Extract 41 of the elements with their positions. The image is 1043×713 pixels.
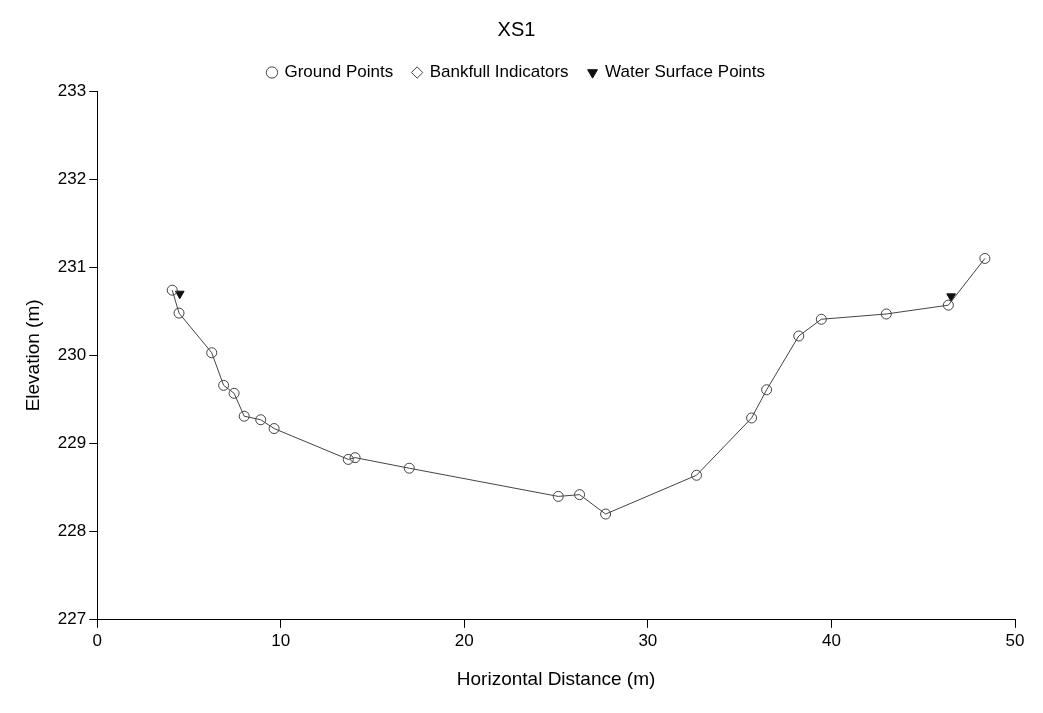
- point: [268, 423, 280, 435]
- y-tick-label: 229: [57, 433, 87, 453]
- y-tick-label: 231: [57, 256, 87, 276]
- point: [342, 453, 354, 465]
- x-tick-label: 30: [638, 630, 658, 650]
- legend-label: Bankfull Indicators: [429, 62, 569, 82]
- x-tick-label: 20: [454, 630, 474, 650]
- point: [206, 347, 218, 359]
- point: [255, 414, 267, 426]
- point: [166, 284, 178, 296]
- point: [793, 330, 805, 342]
- y-tick-label: 232: [57, 168, 87, 188]
- y-tick-label: 227: [57, 609, 87, 629]
- point: [942, 299, 954, 311]
- x-tick-label: 0: [92, 630, 102, 650]
- legend-label: Ground Points: [284, 62, 394, 82]
- x-tick-label: 40: [821, 630, 841, 650]
- point: [880, 308, 892, 320]
- point: [238, 410, 250, 422]
- point: [349, 452, 361, 464]
- point: [218, 379, 230, 391]
- point: [228, 387, 240, 399]
- point: [979, 252, 991, 264]
- y-axis-title: Elevation (m): [21, 299, 43, 412]
- y-tick-label: 230: [57, 345, 87, 365]
- y-tick-label: 233: [57, 80, 87, 100]
- legend-label: Water Surface Points: [605, 62, 766, 82]
- point: [600, 508, 612, 520]
- point: [574, 489, 586, 501]
- point: [552, 490, 564, 502]
- x-tick-label: 10: [271, 630, 291, 650]
- point: [746, 412, 758, 424]
- point: [815, 313, 827, 325]
- chart-title: XS1: [497, 17, 536, 40]
- point: [691, 469, 703, 481]
- y-tick-label: 228: [57, 521, 87, 541]
- x-tick-label: 50: [1005, 630, 1025, 650]
- x-axis-title: Horizontal Distance (m): [456, 667, 656, 689]
- point: [761, 384, 773, 396]
- point: [403, 462, 415, 474]
- point: [173, 307, 185, 319]
